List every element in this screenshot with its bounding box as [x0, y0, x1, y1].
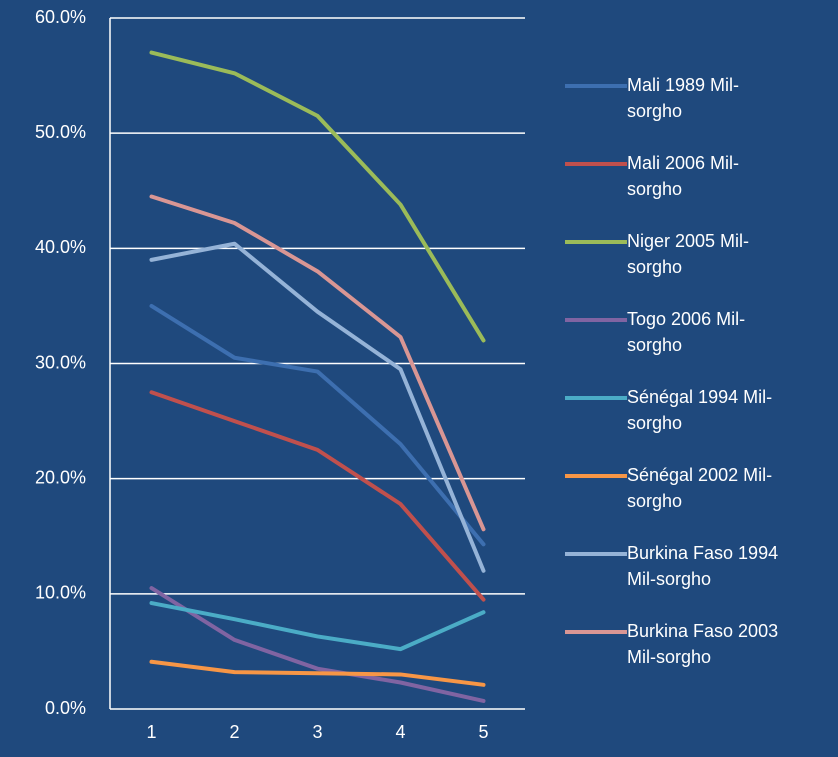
x-tick-label: 4 — [395, 722, 405, 742]
x-tick-label: 1 — [146, 722, 156, 742]
y-tick-label: 40.0% — [35, 237, 86, 257]
series-line — [149, 50, 486, 343]
legend-label: Sénégal 1994 Mil-sorgho — [627, 387, 773, 433]
series-line — [149, 303, 486, 547]
x-tick-label: 2 — [229, 722, 239, 742]
legend-item: Mali 2006 Mil-sorgho — [565, 144, 825, 222]
legend-item: Burkina Faso 2003 Mil-sorgho — [565, 612, 825, 690]
legend-label: Sénégal 2002 Mil-sorgho — [627, 465, 773, 511]
legend-label: Mali 1989 Mil-sorgho — [627, 75, 740, 121]
legend-item: Burkina Faso 1994 Mil-sorgho — [565, 534, 825, 612]
series-line — [149, 586, 486, 703]
x-tick-label: 5 — [478, 722, 488, 742]
legend-swatch — [565, 396, 627, 400]
y-tick-label: 60.0% — [35, 7, 86, 27]
series-line — [149, 390, 486, 602]
legend-item: Sénégal 1994 Mil-sorgho — [565, 378, 825, 456]
x-tick-label: 3 — [312, 722, 322, 742]
series-line — [149, 601, 486, 652]
legend-swatch — [565, 630, 627, 634]
legend: Mali 1989 Mil-sorgho Mali 2006 Mil-sorgho… — [565, 66, 825, 690]
legend-label: Togo 2006 Mil-sorgho — [627, 309, 746, 355]
legend-swatch — [565, 474, 627, 478]
y-tick-label: 10.0% — [35, 583, 86, 603]
legend-label: Mali 2006 Mil-sorgho — [627, 153, 740, 199]
legend-item: Togo 2006 Mil-sorgho — [565, 300, 825, 378]
legend-swatch — [565, 162, 627, 166]
y-tick-label: 50.0% — [35, 122, 86, 142]
legend-label: Burkina Faso 1994 Mil-sorgho — [627, 543, 779, 589]
legend-swatch — [565, 84, 627, 88]
y-tick-label: 0.0% — [45, 698, 86, 718]
y-tick-label: 20.0% — [35, 467, 86, 487]
series-line — [149, 241, 486, 573]
series-line — [149, 659, 486, 687]
y-tick-label: 30.0% — [35, 352, 86, 372]
series-line — [149, 194, 486, 532]
legend-item: Niger 2005 Mil-sorgho — [565, 222, 825, 300]
legend-swatch — [565, 318, 627, 322]
legend-item: Sénégal 2002 Mil-sorgho — [565, 456, 825, 534]
legend-swatch — [565, 552, 627, 556]
legend-label: Burkina Faso 2003 Mil-sorgho — [627, 621, 779, 667]
legend-label: Niger 2005 Mil-sorgho — [627, 231, 750, 277]
legend-item: Mali 1989 Mil-sorgho — [565, 66, 825, 144]
legend-swatch — [565, 240, 627, 244]
